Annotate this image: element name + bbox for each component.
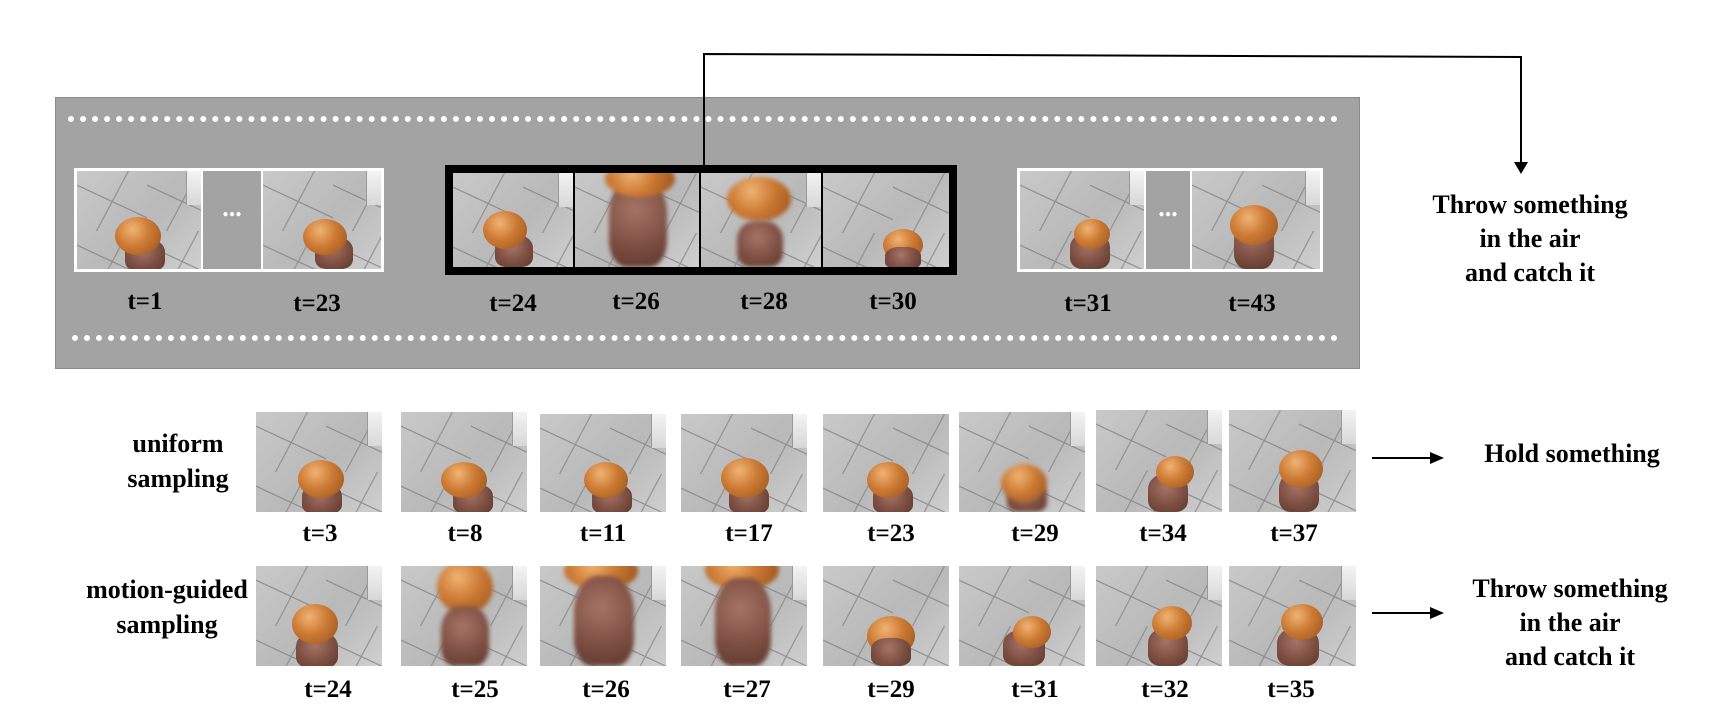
time-label: t=24 — [304, 676, 352, 703]
time-label: t=8 — [447, 520, 483, 547]
time-label: t=11 — [579, 520, 627, 547]
time-label: t=23 — [867, 520, 915, 547]
uniform-prediction: Hold something — [1484, 439, 1660, 468]
ellipsis-box: ... — [203, 171, 261, 269]
time-label: t=43 — [1228, 290, 1276, 317]
time-label: t=28 — [740, 288, 788, 315]
video-frame — [681, 414, 807, 512]
time-label: t=32 — [1141, 676, 1189, 703]
film-dots-bottom — [72, 335, 1338, 341]
video-frame — [1096, 410, 1222, 512]
ellipsis-box: ... — [1146, 171, 1190, 269]
video-frame — [401, 566, 527, 666]
video-frame — [701, 173, 821, 267]
time-label: t=3 — [302, 520, 338, 547]
time-label: t=37 — [1270, 520, 1318, 547]
time-label: t=35 — [1267, 676, 1315, 703]
video-frame — [401, 412, 527, 512]
video-frame — [263, 171, 381, 269]
video-frame — [256, 412, 382, 512]
video-frame — [1229, 566, 1356, 666]
video-frame — [823, 173, 949, 267]
time-label: t=29 — [867, 676, 915, 703]
video-frame — [1229, 410, 1356, 512]
row-label-uniform: uniform sampling — [127, 429, 229, 493]
time-label: t=26 — [582, 676, 630, 703]
time-label: t=24 — [489, 290, 537, 317]
time-label: t=1 — [127, 288, 163, 315]
video-frame — [540, 566, 666, 666]
time-label: t=30 — [869, 288, 917, 315]
row-label-motion-guided: motion-guided sampling — [86, 575, 248, 639]
video-frame — [823, 566, 949, 666]
video-frame — [1096, 566, 1222, 666]
time-label: t=29 — [1011, 520, 1059, 547]
video-frame — [823, 414, 949, 512]
time-label: t=17 — [725, 520, 773, 547]
video-frame — [959, 566, 1085, 666]
top-prediction: Throw something in the air and catch it — [1432, 190, 1628, 287]
time-label: t=25 — [451, 676, 499, 703]
video-frame — [575, 173, 699, 267]
video-frame — [681, 566, 807, 666]
time-label: t=27 — [723, 676, 771, 703]
time-label: t=31 — [1064, 290, 1112, 317]
time-label: t=23 — [293, 290, 341, 317]
video-frame — [540, 414, 666, 512]
time-label: t=26 — [612, 288, 660, 315]
time-label: t=31 — [1011, 676, 1059, 703]
time-label: t=34 — [1139, 520, 1187, 547]
video-frame — [1020, 171, 1144, 269]
motion-guided-prediction: Throw something in the air and catch it — [1472, 574, 1668, 671]
video-frame — [453, 173, 573, 267]
video-frame — [256, 566, 382, 666]
video-frame — [959, 412, 1085, 512]
video-frame — [1192, 171, 1320, 269]
video-frame — [77, 171, 201, 269]
